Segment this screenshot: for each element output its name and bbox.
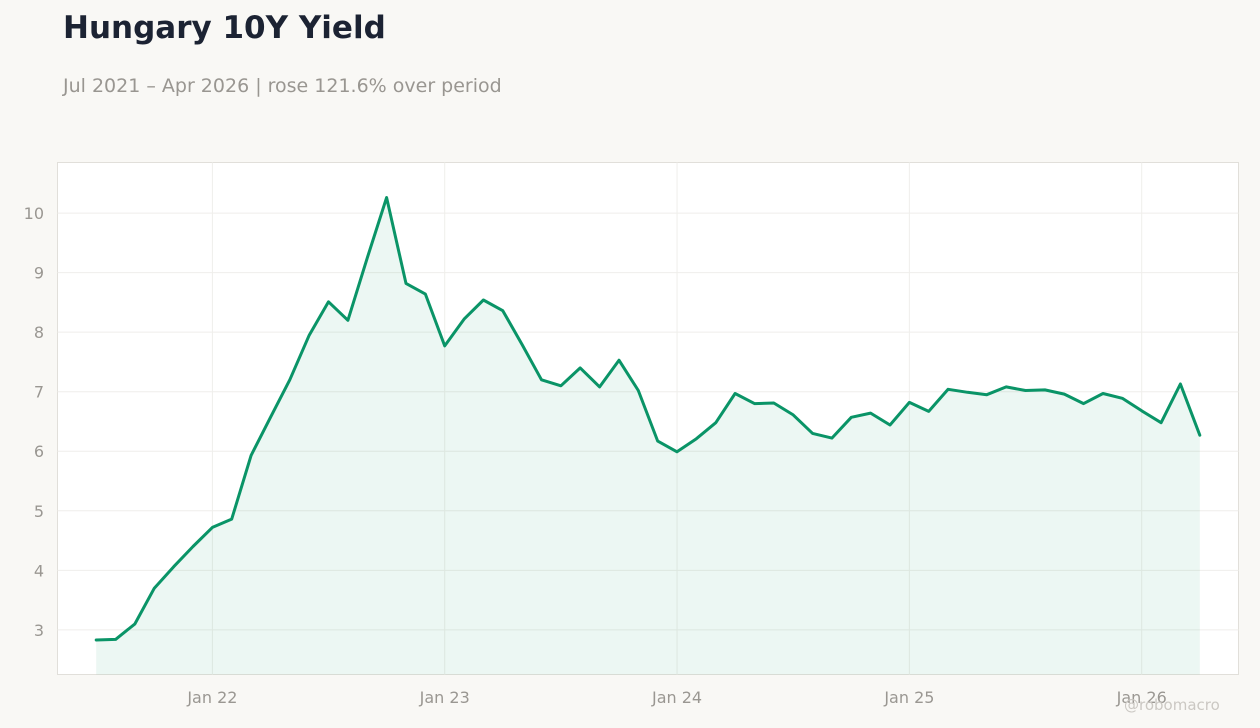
x-axis: Jan 22 Jan 23 Jan 24 Jan 25 Jan 26 bbox=[186, 688, 1166, 707]
y-axis: 3 4 5 6 7 8 9 10 bbox=[24, 204, 44, 640]
area-layer bbox=[96, 197, 1200, 675]
watermark: @robomacro bbox=[1124, 696, 1220, 714]
y-tick-label: 10 bbox=[24, 204, 44, 223]
series-area bbox=[96, 197, 1200, 675]
y-tick-label: 6 bbox=[34, 442, 44, 461]
x-tick-label: Jan 23 bbox=[419, 688, 470, 707]
y-tick-label: 4 bbox=[34, 561, 44, 580]
x-tick-label: Jan 22 bbox=[186, 688, 237, 707]
grid-lines bbox=[57, 162, 1239, 675]
y-tick-label: 8 bbox=[34, 323, 44, 342]
x-tick-label: Jan 26 bbox=[1116, 688, 1167, 707]
y-tick-label: 5 bbox=[34, 502, 44, 521]
series-line bbox=[94, 196, 1202, 642]
y-tick-label: 7 bbox=[34, 383, 44, 402]
chart-title: Hungary 10Y Yield bbox=[63, 10, 386, 46]
chart-subtitle: Jul 2021 – Apr 2026 | rose 121.6% over p… bbox=[63, 75, 502, 97]
line-layer bbox=[94, 196, 1202, 642]
y-tick-label: 9 bbox=[34, 264, 44, 283]
y-tick-label: 3 bbox=[34, 621, 44, 640]
x-tick-label: Jan 24 bbox=[651, 688, 702, 707]
x-tick-label: Jan 25 bbox=[883, 688, 934, 707]
